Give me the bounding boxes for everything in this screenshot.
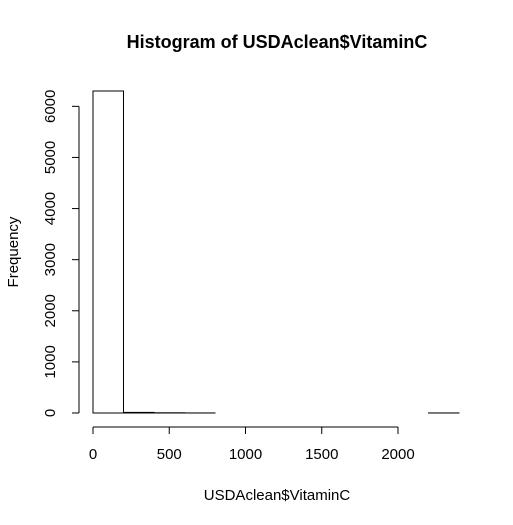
y-tick-label-3: 3000 [42,243,59,276]
x-axis: 0 500 1000 1500 2000 [89,426,415,463]
y-axis: 0 1000 2000 3000 4000 5000 6000 [42,90,80,417]
y-tick-label-2: 2000 [42,294,59,327]
x-tick-label-3: 1500 [305,446,338,463]
histogram-bars [92,90,460,414]
x-tick-label-4: 2000 [381,446,414,463]
x-tick-label-2: 1000 [229,446,262,463]
y-tick-label-6: 6000 [42,90,59,123]
x-tick-label-1: 500 [157,446,182,463]
histogram-bar-0 [92,90,124,414]
y-tick-label-1: 1000 [42,345,59,378]
y-axis-label: Frequency [5,216,22,287]
histogram-bar-1 [123,411,155,414]
chart-title: Histogram of USDAclean$VitaminC [127,32,428,52]
x-axis-label: USDAclean$VitaminC [204,487,351,504]
y-tick-label-5: 5000 [42,141,59,174]
x-tick-label-0: 0 [89,446,97,463]
y-tick-label-0: 0 [42,409,59,417]
y-tick-label-4: 4000 [42,192,59,225]
